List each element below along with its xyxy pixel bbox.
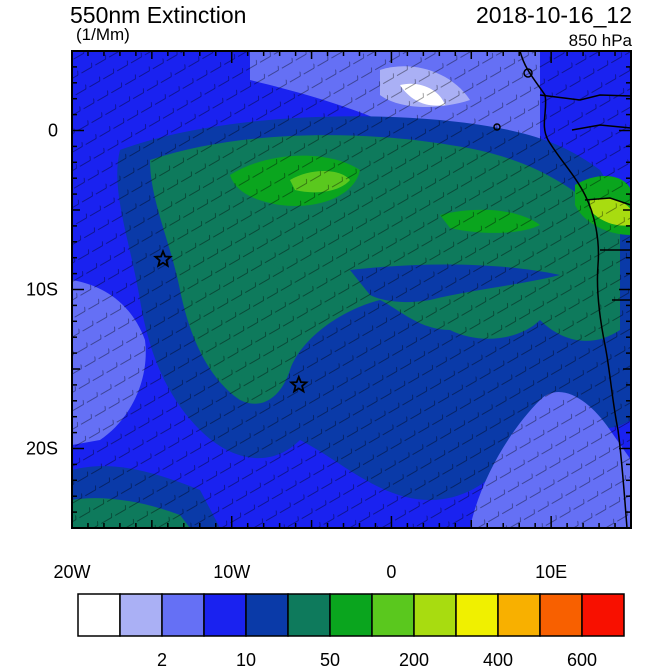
- star-markers: [153, 248, 309, 394]
- pressure-level-label: 850 hPa: [568, 31, 632, 50]
- lat-label: 20S: [26, 439, 58, 459]
- colorbar-swatch: [77, 593, 121, 637]
- units-label: (1/Mm): [76, 25, 130, 44]
- colorbar-swatch: [581, 593, 625, 637]
- lon-label: 20W: [53, 562, 90, 582]
- colorbar-label: 200: [399, 650, 429, 667]
- map-title: 550nm Extinction: [70, 2, 247, 28]
- lon-label: 10W: [213, 562, 250, 582]
- colorbar-swatch: [455, 593, 499, 637]
- latitude-labels: 0 10S 20S: [26, 121, 58, 459]
- colorbar-swatch: [329, 593, 373, 637]
- africa-coastline: [519, 51, 628, 528]
- border-north: [539, 94, 631, 101]
- extinction-field: [72, 51, 631, 528]
- colorbar-swatch: [371, 593, 415, 637]
- colorbar-label: 50: [320, 650, 340, 667]
- colorbar-swatch: [119, 593, 163, 637]
- island-bioko: [523, 68, 533, 78]
- colorbar-swatch: [413, 593, 457, 637]
- datetime-label: 2018-10-16_12: [475, 2, 632, 28]
- lat-label: 0: [48, 121, 58, 141]
- colorbar-label: 600: [567, 650, 597, 667]
- wind-barbs: [72, 51, 631, 528]
- lon-label: 10E: [535, 562, 567, 582]
- colorbar: [77, 593, 625, 637]
- star-marker-central: [288, 374, 309, 394]
- colorbar-labels: 2 10 50 200 400 600: [157, 650, 597, 667]
- longitude-labels: 20W 10W 0 10E: [53, 562, 567, 582]
- colorbar-swatch: [539, 593, 583, 637]
- colorbar-label: 400: [483, 650, 513, 667]
- border-gabon: [571, 124, 631, 131]
- border-angola-north: [584, 197, 631, 206]
- colorbar-swatch: [245, 593, 289, 637]
- lon-label: 0: [386, 562, 396, 582]
- island-sao-tome: [493, 123, 501, 131]
- lat-label: 10S: [26, 280, 58, 300]
- star-marker-west: [153, 248, 173, 268]
- axis-ticks: [71, 50, 632, 529]
- colorbar-swatch: [161, 593, 205, 637]
- colorbar-label: 2: [157, 650, 167, 667]
- colorbar-label: 10: [236, 650, 256, 667]
- colorbar-swatch: [287, 593, 331, 637]
- colorbar-swatch: [203, 593, 247, 637]
- coastline: [493, 51, 631, 528]
- colorbar-swatch: [497, 593, 541, 637]
